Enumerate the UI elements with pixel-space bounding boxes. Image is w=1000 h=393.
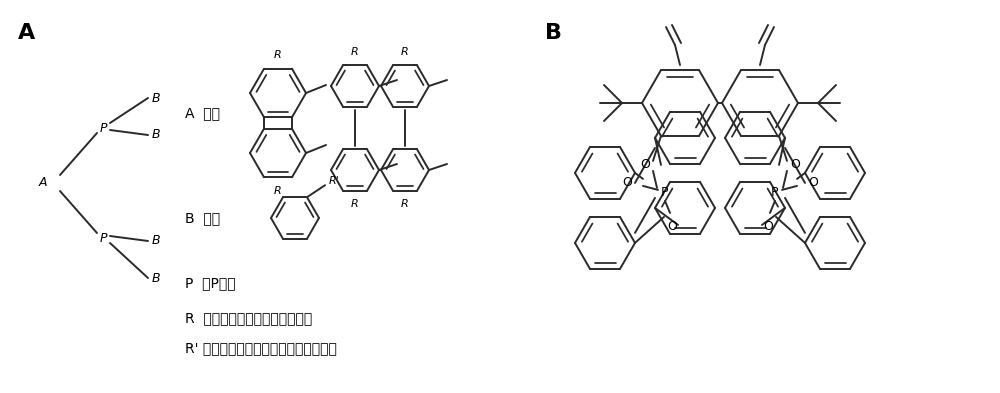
Text: P  为P原子: P 为P原子 — [185, 276, 236, 290]
Text: R: R — [401, 199, 409, 209]
Text: R: R — [351, 47, 359, 57]
Text: A  代表: A 代表 — [185, 106, 220, 120]
Text: B: B — [152, 272, 161, 285]
Text: R: R — [401, 47, 409, 57]
Text: B: B — [152, 92, 161, 105]
Text: R': R' — [329, 176, 340, 186]
Text: P: P — [100, 121, 108, 134]
Text: B: B — [152, 129, 161, 141]
Text: O: O — [808, 176, 818, 189]
Text: O: O — [622, 176, 632, 189]
Text: B: B — [152, 235, 161, 248]
Text: R: R — [274, 50, 282, 60]
Text: R: R — [274, 186, 282, 196]
Text: B: B — [545, 23, 562, 43]
Text: P: P — [771, 186, 779, 199]
Text: R  代表乙烯基、氢原子或甲氧基: R 代表乙烯基、氢原子或甲氧基 — [185, 311, 312, 325]
Text: P: P — [100, 231, 108, 244]
Text: R' 代表氢原子、甲基、甲氧基或乙烯基: R' 代表氢原子、甲基、甲氧基或乙烯基 — [185, 341, 337, 355]
Text: R: R — [351, 199, 359, 209]
Text: O: O — [667, 220, 677, 233]
Text: O: O — [790, 158, 800, 171]
Text: O: O — [763, 220, 773, 233]
Text: O: O — [640, 158, 650, 171]
Text: A: A — [38, 176, 47, 189]
Text: B  代表: B 代表 — [185, 211, 220, 225]
Text: A: A — [18, 23, 35, 43]
Text: P: P — [661, 186, 669, 199]
